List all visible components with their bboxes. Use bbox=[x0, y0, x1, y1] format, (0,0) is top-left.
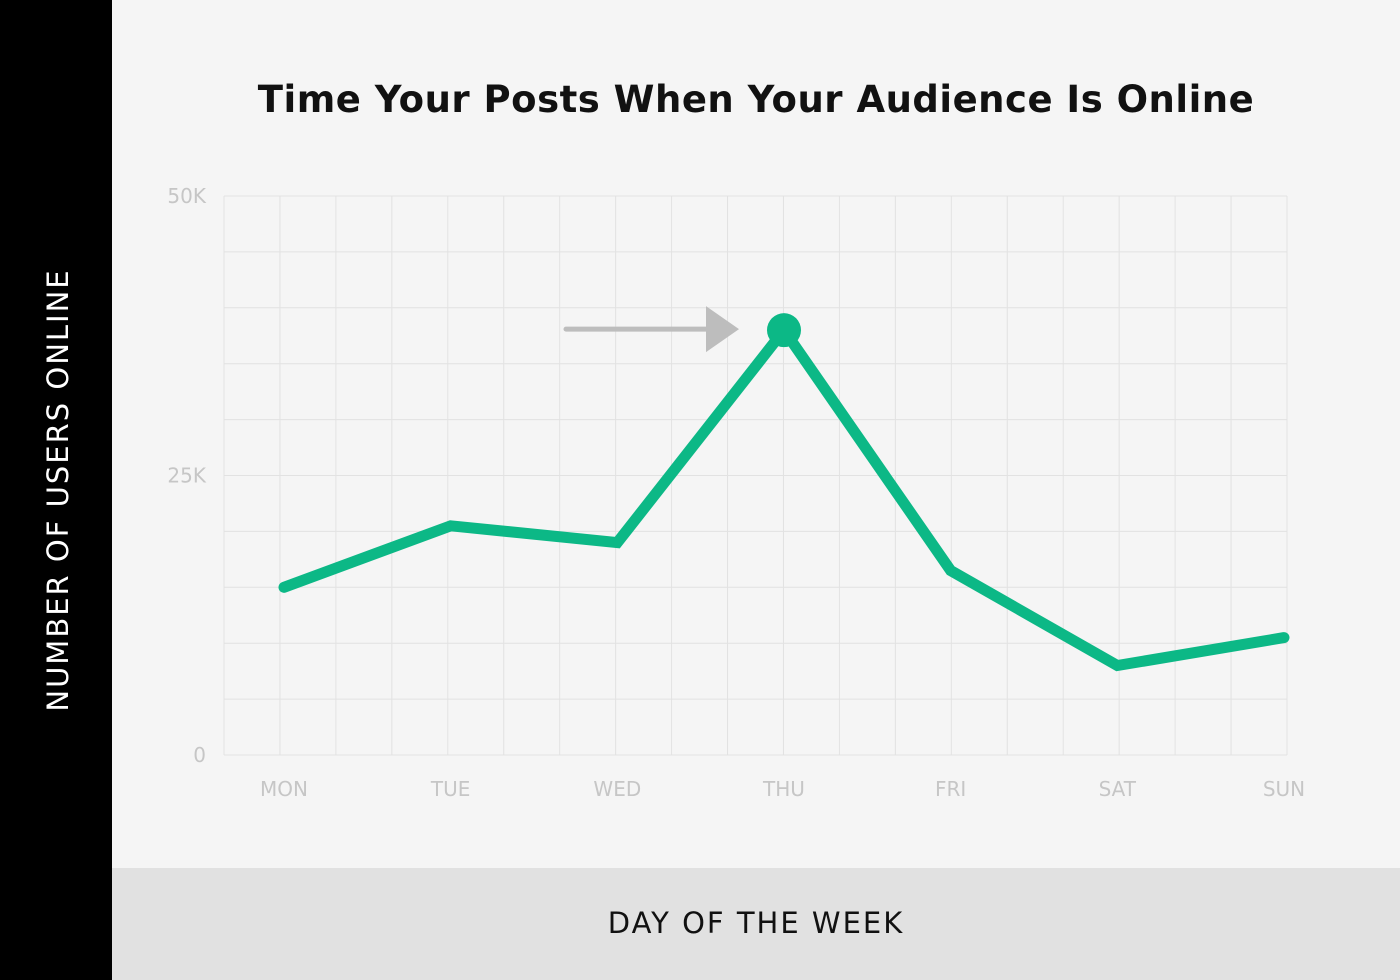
chart-title: Time Your Posts When Your Audience Is On… bbox=[257, 78, 1255, 121]
plot-background bbox=[112, 0, 1400, 868]
x-tick-label: FRI bbox=[935, 777, 966, 801]
x-tick-label: SAT bbox=[1099, 777, 1137, 801]
x-tick-label: WED bbox=[593, 777, 641, 801]
highlight-arrow-layer bbox=[563, 306, 739, 353]
y-tick-label: 0 bbox=[193, 743, 206, 767]
x-tick-label: THU bbox=[762, 777, 805, 801]
grid-layer bbox=[223, 195, 1288, 756]
y-axis-label-band: NUMBER OF USERS ONLINE bbox=[0, 0, 112, 980]
arrow-head bbox=[706, 306, 739, 353]
x-tick-label: SUN bbox=[1263, 777, 1305, 801]
x-axis-label: DAY OF THE WEEK bbox=[607, 906, 905, 940]
highlight-point bbox=[767, 313, 801, 348]
x-axis-label-band: DAY OF THE WEEK bbox=[112, 868, 1400, 980]
x-tick-label: TUE bbox=[430, 777, 471, 801]
y-tick-label: 25K bbox=[167, 464, 206, 488]
x-tick-label: MON bbox=[260, 777, 308, 801]
series-line bbox=[278, 320, 1290, 672]
line-chart: 0 25K 50K MON TUE WED THU FRI SAT SUN bbox=[167, 184, 1305, 801]
y-tick-label: 50K bbox=[167, 184, 206, 208]
tick-layer: 0 25K 50K MON TUE WED THU FRI SAT SUN bbox=[167, 184, 1305, 801]
series-layer bbox=[278, 313, 1290, 672]
